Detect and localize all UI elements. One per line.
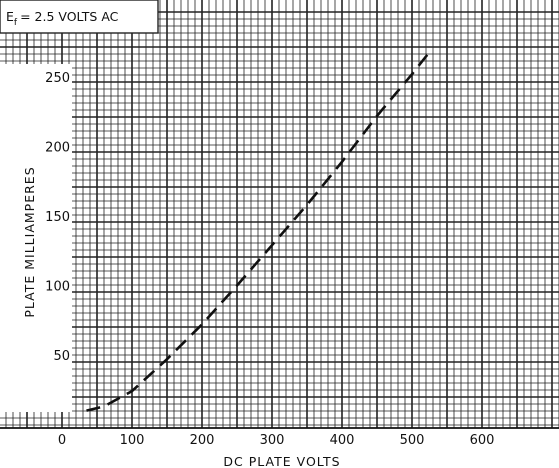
- y-tick-label: 250: [45, 71, 70, 86]
- plot-background: [0, 0, 559, 428]
- x-tick-label: 100: [120, 433, 145, 448]
- x-tick-label: 200: [190, 433, 215, 448]
- y-tick-label: 150: [45, 210, 70, 225]
- condition-label: Ef = 2.5 VOLTS AC: [6, 9, 119, 28]
- x-tick-label: 400: [330, 433, 355, 448]
- ylabel-panel: [0, 64, 72, 412]
- x-tick-label: 500: [400, 433, 425, 448]
- y-tick-label: 100: [45, 280, 70, 295]
- grid: [0, 0, 559, 429]
- x-tick-label: 300: [260, 433, 285, 448]
- y-axis-label: PLATE MILLIAMPERES: [22, 166, 37, 317]
- series-line: [86, 51, 431, 412]
- y-tick-labels: 50 100 150 200 250: [45, 71, 70, 364]
- series-group: [86, 51, 431, 412]
- x-tick-labels: 0 100 200 300 400 500 600: [58, 433, 495, 448]
- y-tick-label: 50: [53, 349, 70, 364]
- condition-box: [0, 0, 159, 34]
- x-axis-label: DC PLATE VOLTS: [223, 454, 340, 468]
- y-tick-label: 200: [45, 141, 70, 156]
- x-tick-label: 0: [58, 433, 66, 448]
- x-tick-label: 600: [470, 433, 495, 448]
